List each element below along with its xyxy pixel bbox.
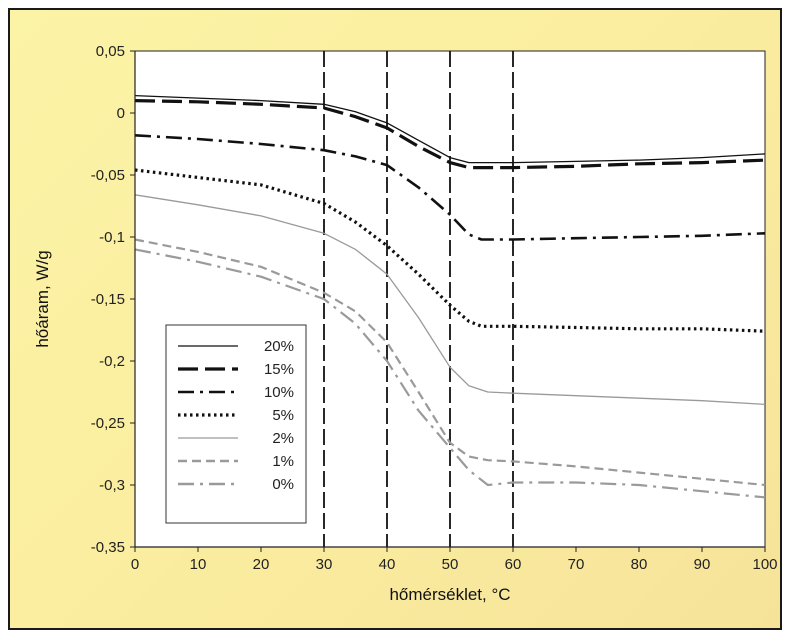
series-line-4 bbox=[134, 194, 766, 406]
series-line-0 bbox=[134, 94, 766, 164]
x-tick-label: 30 bbox=[316, 556, 333, 573]
x-tick-label: 60 bbox=[505, 556, 522, 573]
legend-label-2: 10% bbox=[264, 384, 294, 401]
legend-box bbox=[165, 324, 307, 524]
legend-label-5: 1% bbox=[272, 453, 294, 470]
series-line-5 bbox=[134, 238, 766, 487]
x-tick-label: 70 bbox=[568, 556, 585, 573]
y-tick-label: 0,05 bbox=[96, 43, 125, 60]
vertical-reference-lines bbox=[323, 51, 514, 547]
y-tick-label: 0 bbox=[117, 105, 125, 122]
y-axis-title: hőáram, W/g bbox=[33, 250, 52, 347]
legend-label-4: 2% bbox=[272, 430, 294, 447]
x-tick-label: 20 bbox=[253, 556, 270, 573]
series-layer bbox=[134, 94, 766, 499]
axes-layer: 0 10 20 30 40 50 60 70 80 90 100 0,05 0 -0,05 -0,1 -0,1… bbox=[91, 43, 778, 573]
x-tick-label: 40 bbox=[379, 556, 396, 573]
chart-frame: 0 10 20 30 40 50 60 70 80 90 100 0,05 0 -0,05 -0,1 -0,1… bbox=[8, 8, 782, 630]
y-tick-label: -0,15 bbox=[91, 291, 125, 308]
y-tick-label: -0,25 bbox=[91, 415, 125, 432]
series-line-3 bbox=[134, 168, 766, 333]
y-tick-label: -0,1 bbox=[99, 229, 125, 246]
y-tick-label: -0,2 bbox=[99, 353, 125, 370]
legend-label-0: 20% bbox=[264, 338, 294, 355]
x-axis-title: hőmérséklet, °C bbox=[389, 585, 510, 604]
x-tick-label: 50 bbox=[442, 556, 459, 573]
legend-label-3: 5% bbox=[272, 407, 294, 424]
x-tick-label: 100 bbox=[752, 556, 777, 573]
x-tick-label: 90 bbox=[694, 556, 711, 573]
line-chart: 0 10 20 30 40 50 60 70 80 90 100 0,05 0 -0,05 -0,1 -0,1… bbox=[33, 43, 778, 604]
y-tick-label: -0,35 bbox=[91, 539, 125, 556]
y-tick-label: -0,3 bbox=[99, 477, 125, 494]
y-tick-label: -0,05 bbox=[91, 167, 125, 184]
series-line-2 bbox=[134, 134, 766, 241]
legend: 20% 15% 10% 5% 2% 1% 0% bbox=[165, 324, 307, 524]
x-tick-label: 80 bbox=[631, 556, 648, 573]
legend-label-6: 0% bbox=[272, 476, 294, 493]
x-tick-label: 0 bbox=[131, 556, 139, 573]
series-line-1 bbox=[134, 99, 766, 170]
x-tick-label: 10 bbox=[190, 556, 207, 573]
legend-label-1: 15% bbox=[264, 361, 294, 378]
